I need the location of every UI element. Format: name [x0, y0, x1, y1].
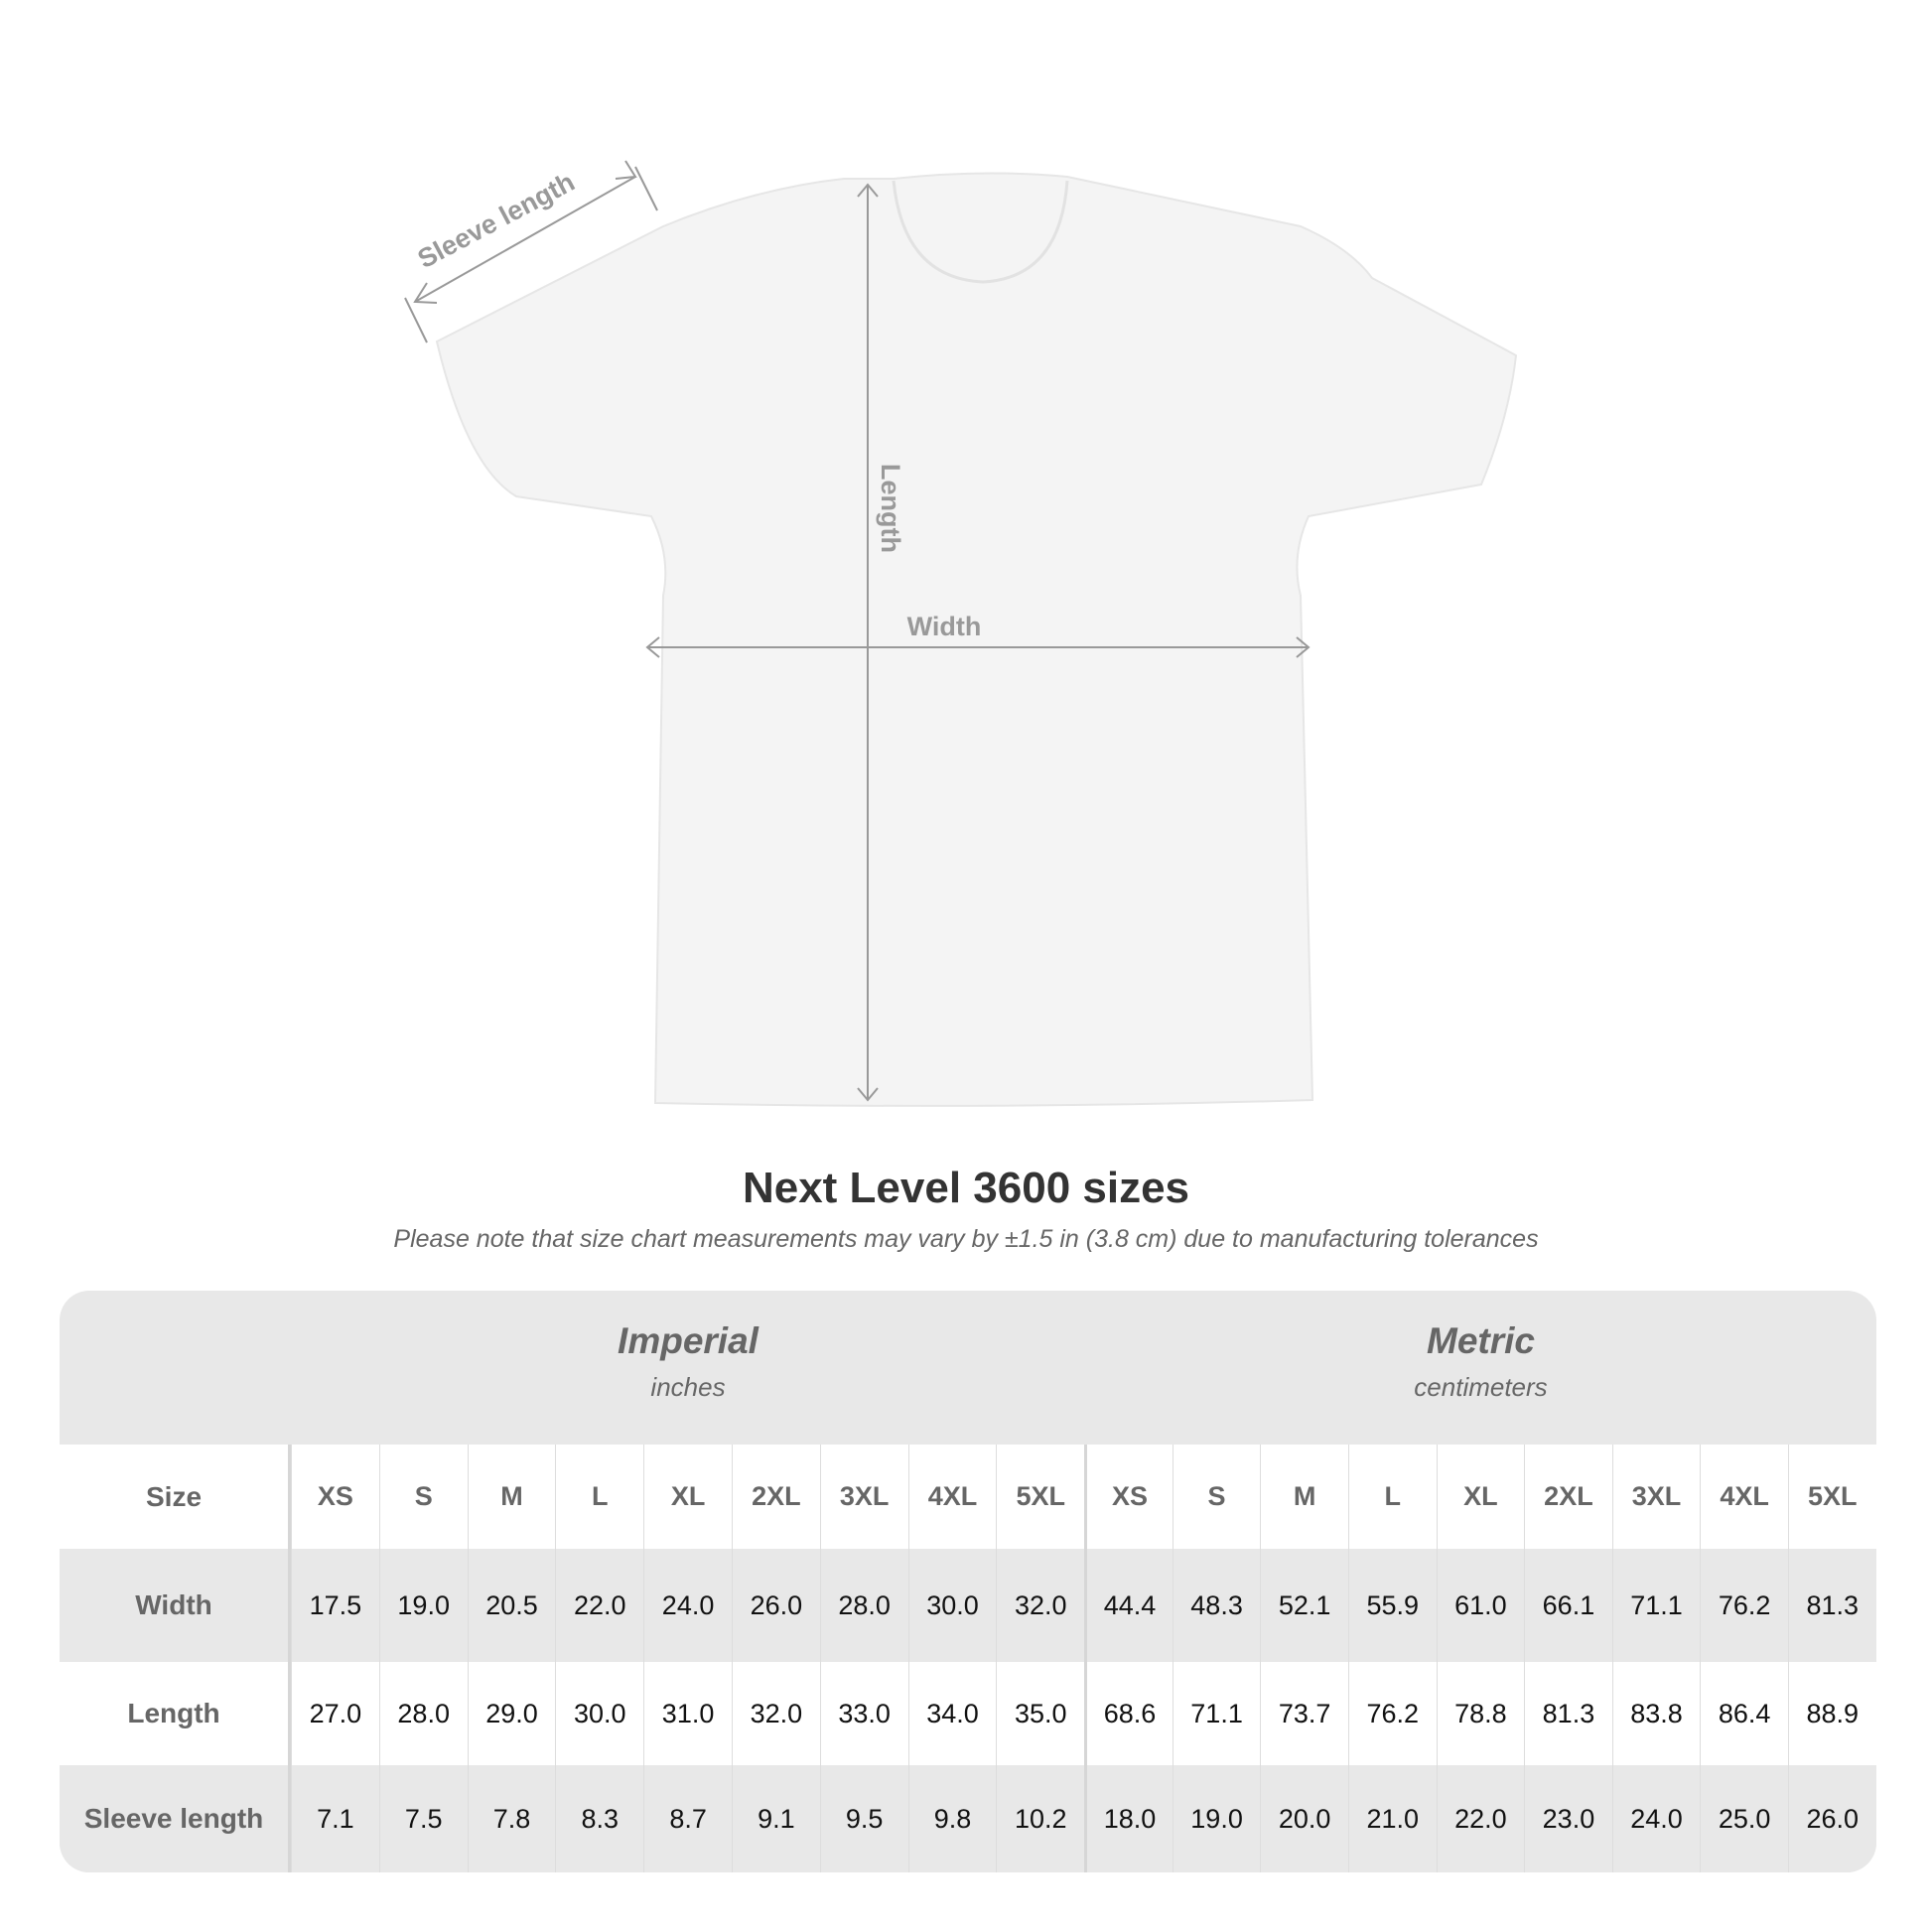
width-arrow — [645, 636, 1311, 658]
size-header-cell: 5XL — [996, 1445, 1084, 1549]
size-header-cell: 3XL — [819, 1445, 908, 1549]
value-cell: 17.5 — [291, 1549, 379, 1662]
metric-title: Metric — [1427, 1320, 1535, 1361]
value-cell: 34.0 — [907, 1662, 997, 1765]
size-header-cell: 4XL — [907, 1445, 997, 1549]
value-cell: 66.1 — [1524, 1549, 1612, 1662]
value-cell: 83.8 — [1611, 1662, 1701, 1765]
size-header-cell: XL — [643, 1445, 732, 1549]
row-label: Length — [60, 1662, 291, 1765]
value-cell: 71.1 — [1611, 1549, 1701, 1662]
size-header-cell: M — [1260, 1445, 1348, 1549]
size-header-cell: XS — [291, 1445, 379, 1549]
row-label: Width — [60, 1549, 291, 1662]
value-cell: 26.0 — [1787, 1765, 1876, 1872]
value-cell: 73.7 — [1260, 1662, 1348, 1765]
imperial-header: Imperial inches — [291, 1291, 1085, 1445]
value-cell: 23.0 — [1524, 1765, 1612, 1872]
value-cell: 8.7 — [643, 1765, 732, 1872]
table-row: Length 27.0 28.0 29.0 30.0 31.0 32.0 33.0 34.0 35… — [60, 1662, 1876, 1765]
size-header-cell: XS — [1084, 1445, 1173, 1549]
size-header-cell: S — [1172, 1445, 1261, 1549]
length-label: Length — [876, 464, 905, 553]
value-cell: 33.0 — [819, 1662, 908, 1765]
value-cell: 32.0 — [996, 1549, 1084, 1662]
size-header-cell: L — [1347, 1445, 1437, 1549]
value-cell: 20.0 — [1260, 1765, 1348, 1872]
value-cell: 7.5 — [378, 1765, 468, 1872]
value-cell: 44.4 — [1084, 1549, 1173, 1662]
value-cell: 21.0 — [1347, 1765, 1437, 1872]
value-cell: 29.0 — [467, 1662, 556, 1765]
value-cell: 9.1 — [731, 1765, 820, 1872]
tolerance-note: Please note that size chart measurements… — [393, 1225, 1539, 1253]
value-cell: 27.0 — [291, 1662, 379, 1765]
value-cell: 18.0 — [1084, 1765, 1173, 1872]
size-header-cell: 2XL — [1524, 1445, 1612, 1549]
value-cell: 31.0 — [643, 1662, 732, 1765]
size-header-cell: L — [555, 1445, 643, 1549]
value-cell: 48.3 — [1172, 1549, 1261, 1662]
imperial-unit: inches — [650, 1372, 726, 1402]
value-cell: 61.0 — [1436, 1549, 1525, 1662]
value-cell: 52.1 — [1260, 1549, 1348, 1662]
size-header-cell: 3XL — [1611, 1445, 1701, 1549]
sleeve-length-label: Sleeve length — [413, 167, 580, 274]
length-arrow — [857, 183, 879, 1102]
table-row: Sleeve length 7.1 7.5 7.8 8.3 8.7 9.1 9.5 9.8 10.… — [60, 1765, 1876, 1872]
value-cell: 28.0 — [819, 1549, 908, 1662]
value-cell: 81.3 — [1524, 1662, 1612, 1765]
value-cell: 25.0 — [1700, 1765, 1788, 1872]
value-cell: 19.0 — [378, 1549, 468, 1662]
value-cell: 71.1 — [1172, 1662, 1261, 1765]
tshirt-shape — [435, 172, 1518, 1107]
imperial-title: Imperial — [618, 1320, 759, 1361]
value-cell: 24.0 — [643, 1549, 732, 1662]
chart-title: Next Level 3600 sizes — [742, 1164, 1190, 1212]
value-cell: 7.8 — [467, 1765, 556, 1872]
value-cell: 24.0 — [1611, 1765, 1701, 1872]
row-label: Sleeve length — [60, 1765, 291, 1872]
value-cell: 76.2 — [1347, 1662, 1437, 1765]
value-cell: 7.1 — [291, 1765, 379, 1872]
tshirt-collar — [892, 180, 1069, 284]
table-row: Width 17.5 19.0 20.5 22.0 24.0 26.0 28.0 30.0 32.… — [60, 1549, 1876, 1662]
value-cell: 19.0 — [1172, 1765, 1261, 1872]
value-cell: 76.2 — [1700, 1549, 1788, 1662]
size-header-cell: 5XL — [1787, 1445, 1876, 1549]
size-header-row: Size XS S M L XL 2XL 3XL 4XL 5XL XS S M L XL 2XL 3XL 4XL 5… — [60, 1445, 1876, 1549]
value-cell: 9.8 — [907, 1765, 997, 1872]
metric-unit: centimeters — [1414, 1372, 1548, 1402]
value-cell: 55.9 — [1347, 1549, 1437, 1662]
size-header-cell: M — [467, 1445, 556, 1549]
value-cell: 20.5 — [467, 1549, 556, 1662]
value-cell: 8.3 — [555, 1765, 643, 1872]
width-label: Width — [907, 612, 982, 641]
value-cell: 81.3 — [1787, 1549, 1876, 1662]
value-cell: 68.6 — [1084, 1662, 1173, 1765]
value-cell: 35.0 — [996, 1662, 1084, 1765]
value-cell: 78.8 — [1436, 1662, 1525, 1765]
value-cell: 10.2 — [996, 1765, 1084, 1872]
tshirt-diagram: Sleeve length Length Width — [404, 160, 1518, 1107]
value-cell: 22.0 — [1436, 1765, 1525, 1872]
value-cell: 88.9 — [1787, 1662, 1876, 1765]
size-table: Imperial inches Metric centimeters Size X… — [60, 1291, 1876, 1872]
size-header-cell: S — [378, 1445, 468, 1549]
value-cell: 22.0 — [555, 1549, 643, 1662]
size-header-cell: 2XL — [731, 1445, 820, 1549]
size-header-cell: XL — [1436, 1445, 1525, 1549]
value-cell: 28.0 — [378, 1662, 468, 1765]
size-header-cell: 4XL — [1700, 1445, 1788, 1549]
value-cell: 86.4 — [1700, 1662, 1788, 1765]
value-cell: 26.0 — [731, 1549, 820, 1662]
row-label: Size — [60, 1445, 291, 1549]
value-cell: 9.5 — [819, 1765, 908, 1872]
value-cell: 30.0 — [907, 1549, 997, 1662]
metric-header: Metric centimeters — [1085, 1291, 1876, 1445]
value-cell: 32.0 — [731, 1662, 820, 1765]
sleeve-arrow — [404, 160, 658, 344]
value-cell: 30.0 — [555, 1662, 643, 1765]
